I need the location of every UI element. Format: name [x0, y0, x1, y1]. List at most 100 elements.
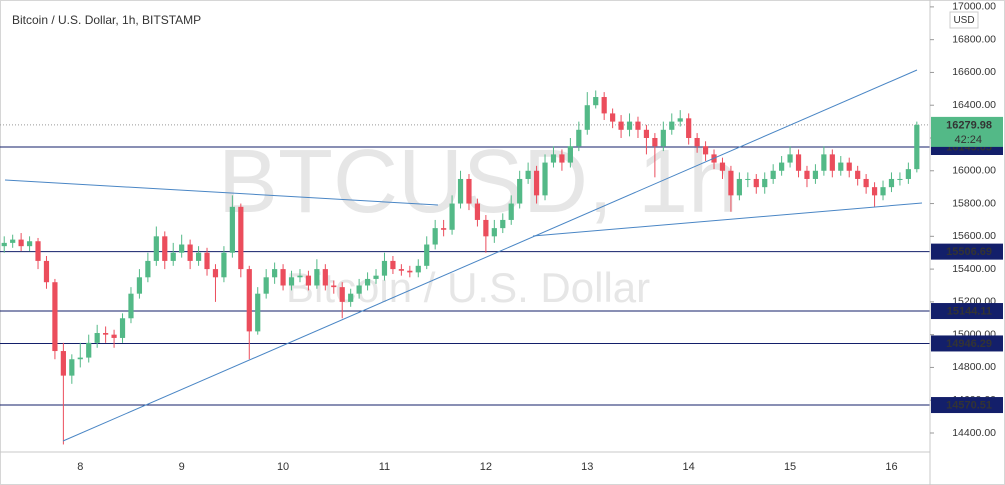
- candle-body: [525, 170, 531, 179]
- candle-body: [914, 124, 920, 170]
- y-tick-label: 17000.00: [952, 1, 996, 13]
- candle-body: [170, 252, 176, 261]
- candle-body: [770, 170, 776, 179]
- candle-body: [702, 146, 709, 155]
- candle-body: [441, 228, 447, 230]
- levels: [0, 124, 930, 406]
- x-tick-label: 9: [179, 461, 185, 473]
- candle-body: [533, 170, 540, 196]
- candle-body: [407, 270, 413, 273]
- candle-body: [457, 178, 464, 204]
- candle-body: [871, 187, 878, 196]
- candle-body: [288, 277, 295, 286]
- candle-body: [500, 219, 506, 229]
- candle-body: [348, 293, 354, 302]
- candle-body: [60, 351, 66, 376]
- candle-body: [745, 178, 751, 180]
- candle-body: [119, 318, 126, 338]
- y-tick-label: 15800.00: [952, 197, 996, 209]
- candle-body: [195, 252, 202, 261]
- level-badge: [931, 243, 1003, 260]
- chart-title: Bitcoin / U.S. Dollar, 1h, BITSTAMP: [12, 13, 201, 27]
- candle-body: [753, 178, 759, 188]
- watermark-subtitle: Bitcoin / U.S. Dollar: [286, 264, 650, 311]
- y-tick-label: 15400.00: [952, 263, 996, 275]
- candle-body: [821, 154, 827, 171]
- candle-body: [660, 129, 666, 147]
- candle-body: [686, 118, 692, 138]
- y-tick-label: 14800.00: [952, 361, 996, 373]
- candle-body: [897, 178, 903, 180]
- candle-body: [398, 269, 404, 271]
- y-tick-label: 16800.00: [952, 33, 996, 45]
- candle-body: [787, 154, 793, 163]
- candle-body: [111, 334, 117, 338]
- x-tick-label: 11: [379, 461, 390, 473]
- trend-line: [62, 69, 918, 442]
- trend-line: [532, 202, 923, 237]
- candle-body: [1, 242, 7, 247]
- candle-body: [838, 162, 844, 171]
- candle-body: [888, 178, 895, 188]
- candle-body: [855, 170, 861, 179]
- candle-body: [728, 170, 734, 196]
- candle-body: [179, 244, 185, 253]
- candle-body: [381, 260, 388, 276]
- candle-body: [736, 178, 742, 196]
- candle-body: [94, 333, 100, 343]
- candle-body: [103, 333, 109, 335]
- candle-body: [635, 121, 641, 130]
- candle-body: [339, 287, 345, 302]
- candle-body: [812, 170, 819, 179]
- candle-body: [238, 206, 244, 270]
- candle-body: [145, 260, 151, 278]
- candle-body: [483, 219, 489, 237]
- candle-body: [128, 293, 134, 319]
- candle-body: [542, 162, 548, 196]
- candle-body: [280, 269, 286, 286]
- candle-body: [643, 129, 650, 138]
- candle-body: [221, 252, 227, 278]
- currency-box: [949, 11, 979, 29]
- y-tick-label: 16000.00: [952, 165, 996, 177]
- candles: [1, 90, 920, 445]
- level-label: 15506.69: [946, 246, 992, 258]
- last-price-badge: [931, 116, 1003, 147]
- candle-body: [610, 113, 616, 122]
- candle-body: [550, 154, 557, 163]
- x-tick-label: 10: [277, 461, 289, 473]
- level-badge: [931, 303, 1003, 320]
- candle-body: [415, 265, 421, 273]
- candle-body: [846, 162, 852, 171]
- candle-body: [829, 154, 835, 171]
- candle-body: [18, 239, 24, 247]
- candle-body: [762, 178, 768, 188]
- candle-body: [212, 269, 219, 278]
- candle-body: [10, 239, 16, 243]
- candle-body: [314, 269, 320, 286]
- candle-body: [474, 203, 481, 220]
- trend-line: [4, 179, 439, 206]
- candle-body: [153, 236, 159, 261]
- candle-body: [272, 269, 278, 278]
- candle-body: [905, 169, 911, 179]
- candle-body: [35, 241, 41, 261]
- x-tick-label: 14: [683, 461, 695, 473]
- candle-body: [618, 121, 624, 130]
- candle-body: [364, 278, 371, 286]
- candle-body: [567, 146, 573, 163]
- candle-body: [584, 105, 590, 130]
- candle-body: [863, 178, 869, 188]
- y-tick-label: 14400.00: [952, 427, 996, 439]
- candle-body: [77, 357, 83, 360]
- y-tick-label: 16400.00: [952, 99, 996, 111]
- candle-body: [593, 97, 599, 106]
- candle-body: [466, 178, 472, 204]
- candle-body: [779, 162, 785, 171]
- candle-body: [719, 162, 726, 171]
- candle-body: [43, 260, 50, 283]
- candle-body: [669, 121, 675, 130]
- x-tick-label: 16: [885, 461, 897, 473]
